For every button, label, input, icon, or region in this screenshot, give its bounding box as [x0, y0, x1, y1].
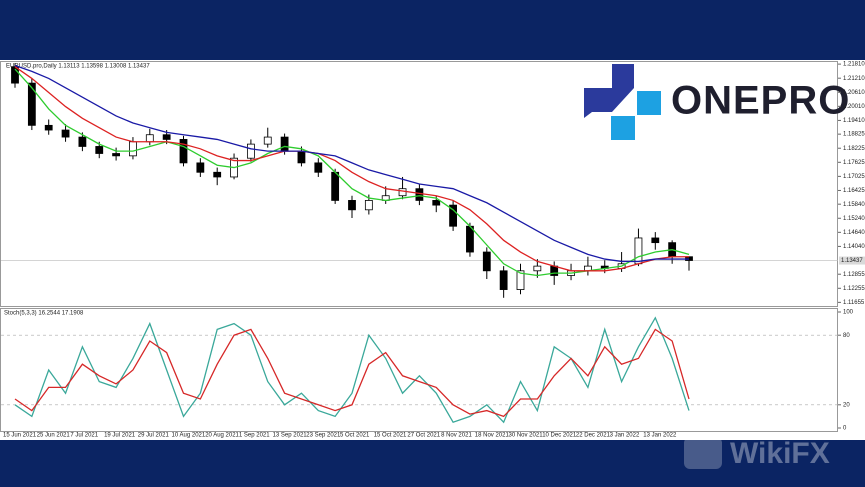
- last-price-box: [839, 256, 865, 265]
- candle-body: [516, 270, 525, 290]
- candle-body: [179, 139, 188, 164]
- x-tick-label: 27 Oct 2021: [407, 433, 440, 439]
- candle-body: [482, 251, 491, 272]
- x-tick-label: 20 Aug 2021: [205, 433, 239, 439]
- y-tick-label: 1.12855: [843, 272, 865, 278]
- y-tick-label: 1.11655: [843, 300, 865, 306]
- y-tick-label: 1.15840: [843, 202, 865, 208]
- candle-body: [112, 153, 120, 157]
- y-tick-label: 1.17625: [843, 160, 865, 166]
- y-tick-label: 1.17025: [843, 174, 865, 180]
- y-tick-label: 80: [843, 333, 850, 339]
- x-tick-label: 30 Nov 2021: [509, 433, 544, 439]
- stoch-panel-frame: [0, 308, 838, 432]
- logo-shape: [584, 64, 634, 118]
- y-tick-label: 1.19410: [843, 118, 865, 124]
- stoch-title: Stoch(5,3,3) 16.2544 17.1908: [4, 311, 84, 317]
- x-tick-label: 29 Jul 2021: [138, 433, 170, 439]
- candle-body: [145, 134, 154, 143]
- x-tick-label: 15 Jun 2021: [3, 433, 37, 439]
- x-tick-label: 10 Aug 2021: [172, 433, 206, 439]
- line-series: [14, 64, 689, 263]
- candle-body: [78, 136, 87, 147]
- logo-square: [637, 91, 661, 115]
- x-tick-label: 13 Jan 2022: [643, 433, 677, 439]
- line-series: [14, 66, 689, 272]
- candle-body: [213, 171, 222, 178]
- candle-body: [27, 82, 36, 126]
- candle-body: [61, 129, 70, 138]
- candle-body: [432, 200, 441, 206]
- candle-body: [129, 141, 137, 157]
- x-tick-label: 5 Oct 2021: [340, 433, 370, 439]
- candle-body: [533, 265, 542, 272]
- candle-body: [95, 146, 104, 154]
- x-tick-label: 10 Dec 2021: [542, 433, 577, 439]
- candle-body: [364, 200, 373, 211]
- x-tick-label: 13 Sep 2021: [273, 433, 308, 439]
- candle-body: [263, 136, 272, 145]
- y-tick-label: 1.20010: [843, 104, 865, 110]
- line-series: [14, 328, 690, 418]
- watermark-text: WikiFX: [730, 437, 830, 470]
- chart-area: [0, 60, 865, 440]
- y-tick-label: 20: [843, 402, 850, 408]
- line-series: [14, 68, 690, 277]
- x-tick-label: 23 Sep 2021: [306, 433, 341, 439]
- main-panel-frame: [0, 61, 838, 307]
- candle-body: [499, 270, 508, 290]
- y-tick-label: 1.15240: [843, 216, 865, 222]
- y-tick-label: 1.14040: [843, 244, 865, 250]
- x-tick-label: 1 Sep 2021: [239, 433, 270, 439]
- x-tick-label: 22 Dec 2021: [576, 433, 611, 439]
- last-price-label: 1.13437: [841, 258, 863, 264]
- logo-text: ONEPRO: [671, 79, 850, 123]
- y-tick-label: 1.12255: [843, 286, 865, 292]
- candle-body: [162, 134, 171, 140]
- y-tick-label: 1.21210: [843, 76, 865, 82]
- y-tick-label: 1.21810: [843, 62, 865, 68]
- x-tick-label: 3 Jan 2022: [610, 433, 640, 439]
- candle-body: [314, 162, 323, 173]
- candle-body: [415, 188, 424, 201]
- logo-square: [611, 116, 635, 140]
- x-tick-label: 25 Jun 2021: [37, 433, 71, 439]
- main-title: EURUSD.pro,Daily 1.13113 1.13598 1.13008…: [6, 64, 150, 70]
- x-tick-label: 15 Oct 2021: [374, 433, 407, 439]
- line-series: [14, 316, 690, 424]
- y-tick-label: 0: [843, 426, 847, 432]
- candle-body: [280, 136, 289, 152]
- x-tick-label: 18 Nov 2021: [475, 433, 510, 439]
- y-tick-label: 1.20610: [843, 90, 865, 96]
- candle-body: [398, 188, 407, 197]
- logo: ONEPRO: [584, 64, 850, 140]
- x-tick-label: 8 Nov 2021: [441, 433, 472, 439]
- plot-layer: 1.21810 1.21210 1.20610 1.20010 1.19410 1.188…: [1, 62, 865, 439]
- candle-body: [651, 237, 660, 244]
- candle-body: [44, 124, 53, 131]
- y-tick-label: 1.14640: [843, 230, 865, 236]
- x-tick-label: 19 Jul 2021: [104, 433, 136, 439]
- candle-body: [634, 237, 643, 265]
- y-tick-label: 1.18825: [843, 132, 865, 138]
- candle-body: [449, 204, 458, 227]
- y-tick-label: 1.18225: [843, 146, 865, 152]
- watermark-icon: [684, 437, 722, 469]
- watermark: WikiFX: [684, 437, 830, 470]
- candle-body: [246, 143, 255, 159]
- y-tick-label: 100: [843, 310, 854, 316]
- y-tick-label: 1.16425: [843, 188, 865, 194]
- x-tick-label: 7 Jul 2021: [70, 433, 98, 439]
- candle-body: [348, 200, 356, 211]
- candle-body: [466, 225, 474, 253]
- candle-body: [297, 150, 306, 164]
- candle-body: [196, 162, 205, 173]
- candle-body: [331, 171, 340, 201]
